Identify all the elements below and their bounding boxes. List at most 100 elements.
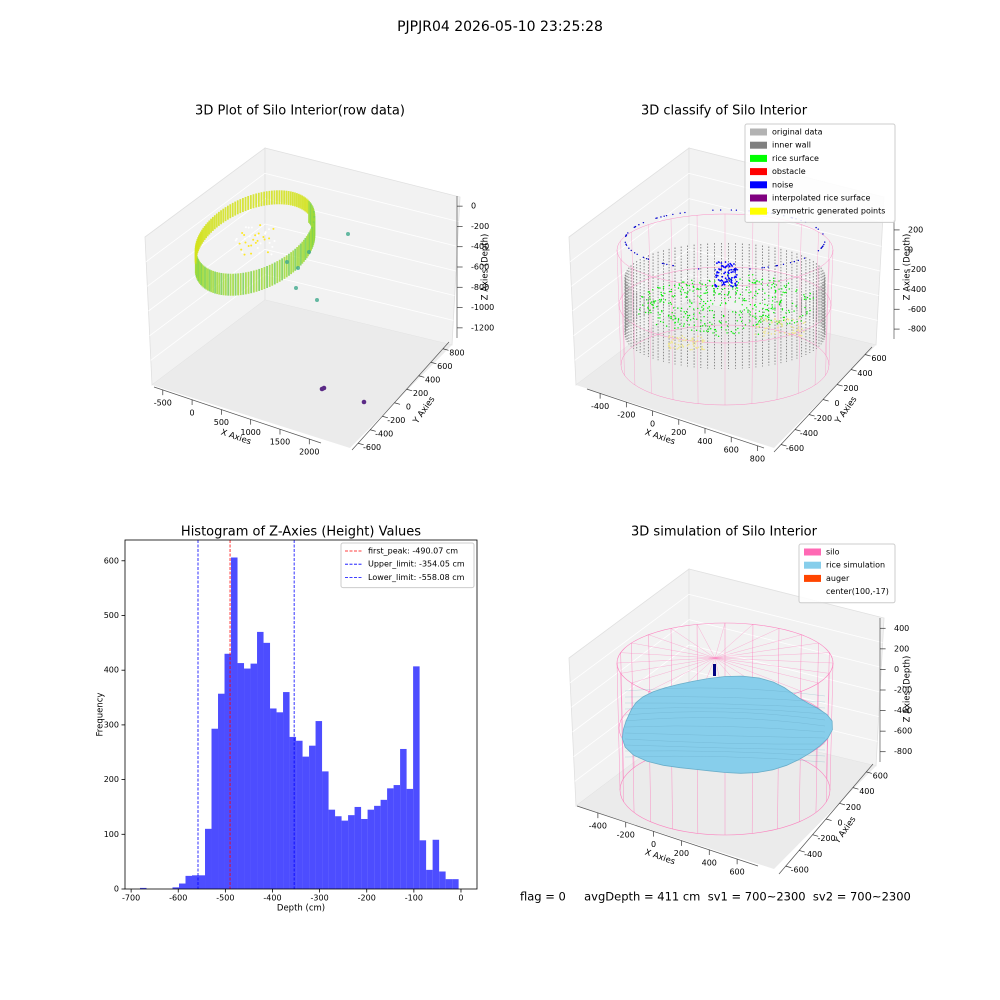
noise-point [729, 262, 732, 265]
y-tick [852, 787, 859, 790]
sym-point [763, 332, 766, 334]
bar [263, 642, 271, 889]
rice-point [709, 321, 711, 324]
rice-point [649, 296, 651, 298]
rice-point [749, 314, 751, 316]
point [268, 237, 271, 240]
rice-point [677, 327, 679, 329]
rice-point [678, 284, 681, 286]
silo-wire [670, 218, 674, 331]
rice-point [723, 315, 725, 318]
sym-point [697, 335, 699, 338]
rice-point [758, 310, 761, 312]
rice-point [699, 325, 702, 328]
silo-wire [616, 249, 622, 366]
bar [315, 721, 323, 889]
noise-point [734, 284, 737, 286]
rice-point [673, 314, 675, 317]
rice-point [661, 309, 663, 312]
rice-point [717, 335, 720, 338]
rice-point [767, 309, 770, 312]
bar [302, 756, 310, 889]
rice-point [699, 296, 701, 298]
rice-point [735, 287, 738, 289]
rice-point [712, 287, 715, 290]
rice-point [708, 326, 711, 328]
rice-point [683, 311, 685, 313]
rice-point [771, 296, 774, 299]
silo-wire [714, 657, 830, 674]
y-tick [370, 429, 376, 432]
point [240, 248, 243, 251]
sym-point [773, 332, 776, 335]
point [244, 241, 247, 244]
rice-point [707, 330, 709, 333]
y-tick-label: 600 [104, 556, 119, 565]
legend-label: interpolated rice surface [772, 194, 870, 203]
sym-point [754, 333, 756, 336]
rice-point [670, 288, 673, 291]
legend-label: original data [772, 128, 823, 137]
rice-point [683, 316, 685, 318]
rice-point [680, 293, 683, 295]
rice-point [751, 281, 754, 284]
noise-point [803, 257, 806, 259]
rice-point [771, 306, 774, 308]
rice-point [713, 314, 715, 316]
noise-point [749, 268, 751, 270]
x-tick-label: -500 [216, 894, 234, 903]
rice-point [768, 316, 770, 319]
bar [237, 663, 245, 889]
legend-label: center(100,-17) [826, 587, 889, 596]
bar [244, 668, 251, 889]
sym-point [703, 340, 705, 342]
silo-wire [620, 652, 716, 659]
rice-point [721, 288, 724, 291]
subplot-3d: -5000500100015002000-600-400-20002004006… [144, 104, 494, 457]
noise-point [645, 257, 648, 260]
y-tick-label: -200 [817, 834, 835, 843]
sym-point [671, 341, 673, 344]
rice-point [685, 283, 688, 286]
rice-point [664, 299, 667, 301]
rice-point [751, 274, 754, 276]
rice-point [762, 307, 764, 310]
x-tick-label: 0 [190, 408, 195, 417]
rice-point [713, 291, 715, 293]
noise-point [647, 258, 650, 260]
rice-point [639, 308, 641, 311]
rice-point [710, 328, 712, 330]
x-tick-label: 200 [674, 849, 689, 858]
rice-point [752, 324, 755, 326]
rice-point [671, 295, 673, 297]
rice-point [725, 329, 727, 331]
bar [341, 820, 349, 889]
rice-point [784, 286, 787, 289]
silo-wire [696, 624, 716, 659]
rice-point [670, 315, 672, 318]
silo-wire [714, 657, 834, 664]
bar [361, 818, 368, 889]
rice-point [758, 288, 760, 291]
point [296, 266, 300, 270]
pane-grid [688, 619, 882, 668]
rice-point [709, 309, 711, 312]
noise-point [730, 209, 733, 211]
y-tick-label: -400 [375, 429, 393, 438]
pane-grid [688, 274, 878, 321]
rice-point [768, 314, 770, 317]
legend-swatch [750, 141, 767, 149]
bar [172, 887, 180, 889]
noise-point [727, 263, 730, 266]
rice-point [725, 321, 727, 323]
rice-point [740, 320, 743, 323]
sym-point [776, 320, 779, 323]
rice-point [669, 301, 672, 304]
sym-point [798, 317, 800, 319]
y-tick [785, 865, 792, 869]
silo-wire [714, 634, 802, 659]
sym-point [683, 336, 686, 339]
rice-point [749, 280, 751, 282]
point [235, 237, 238, 240]
surface-mesh [624, 687, 826, 697]
